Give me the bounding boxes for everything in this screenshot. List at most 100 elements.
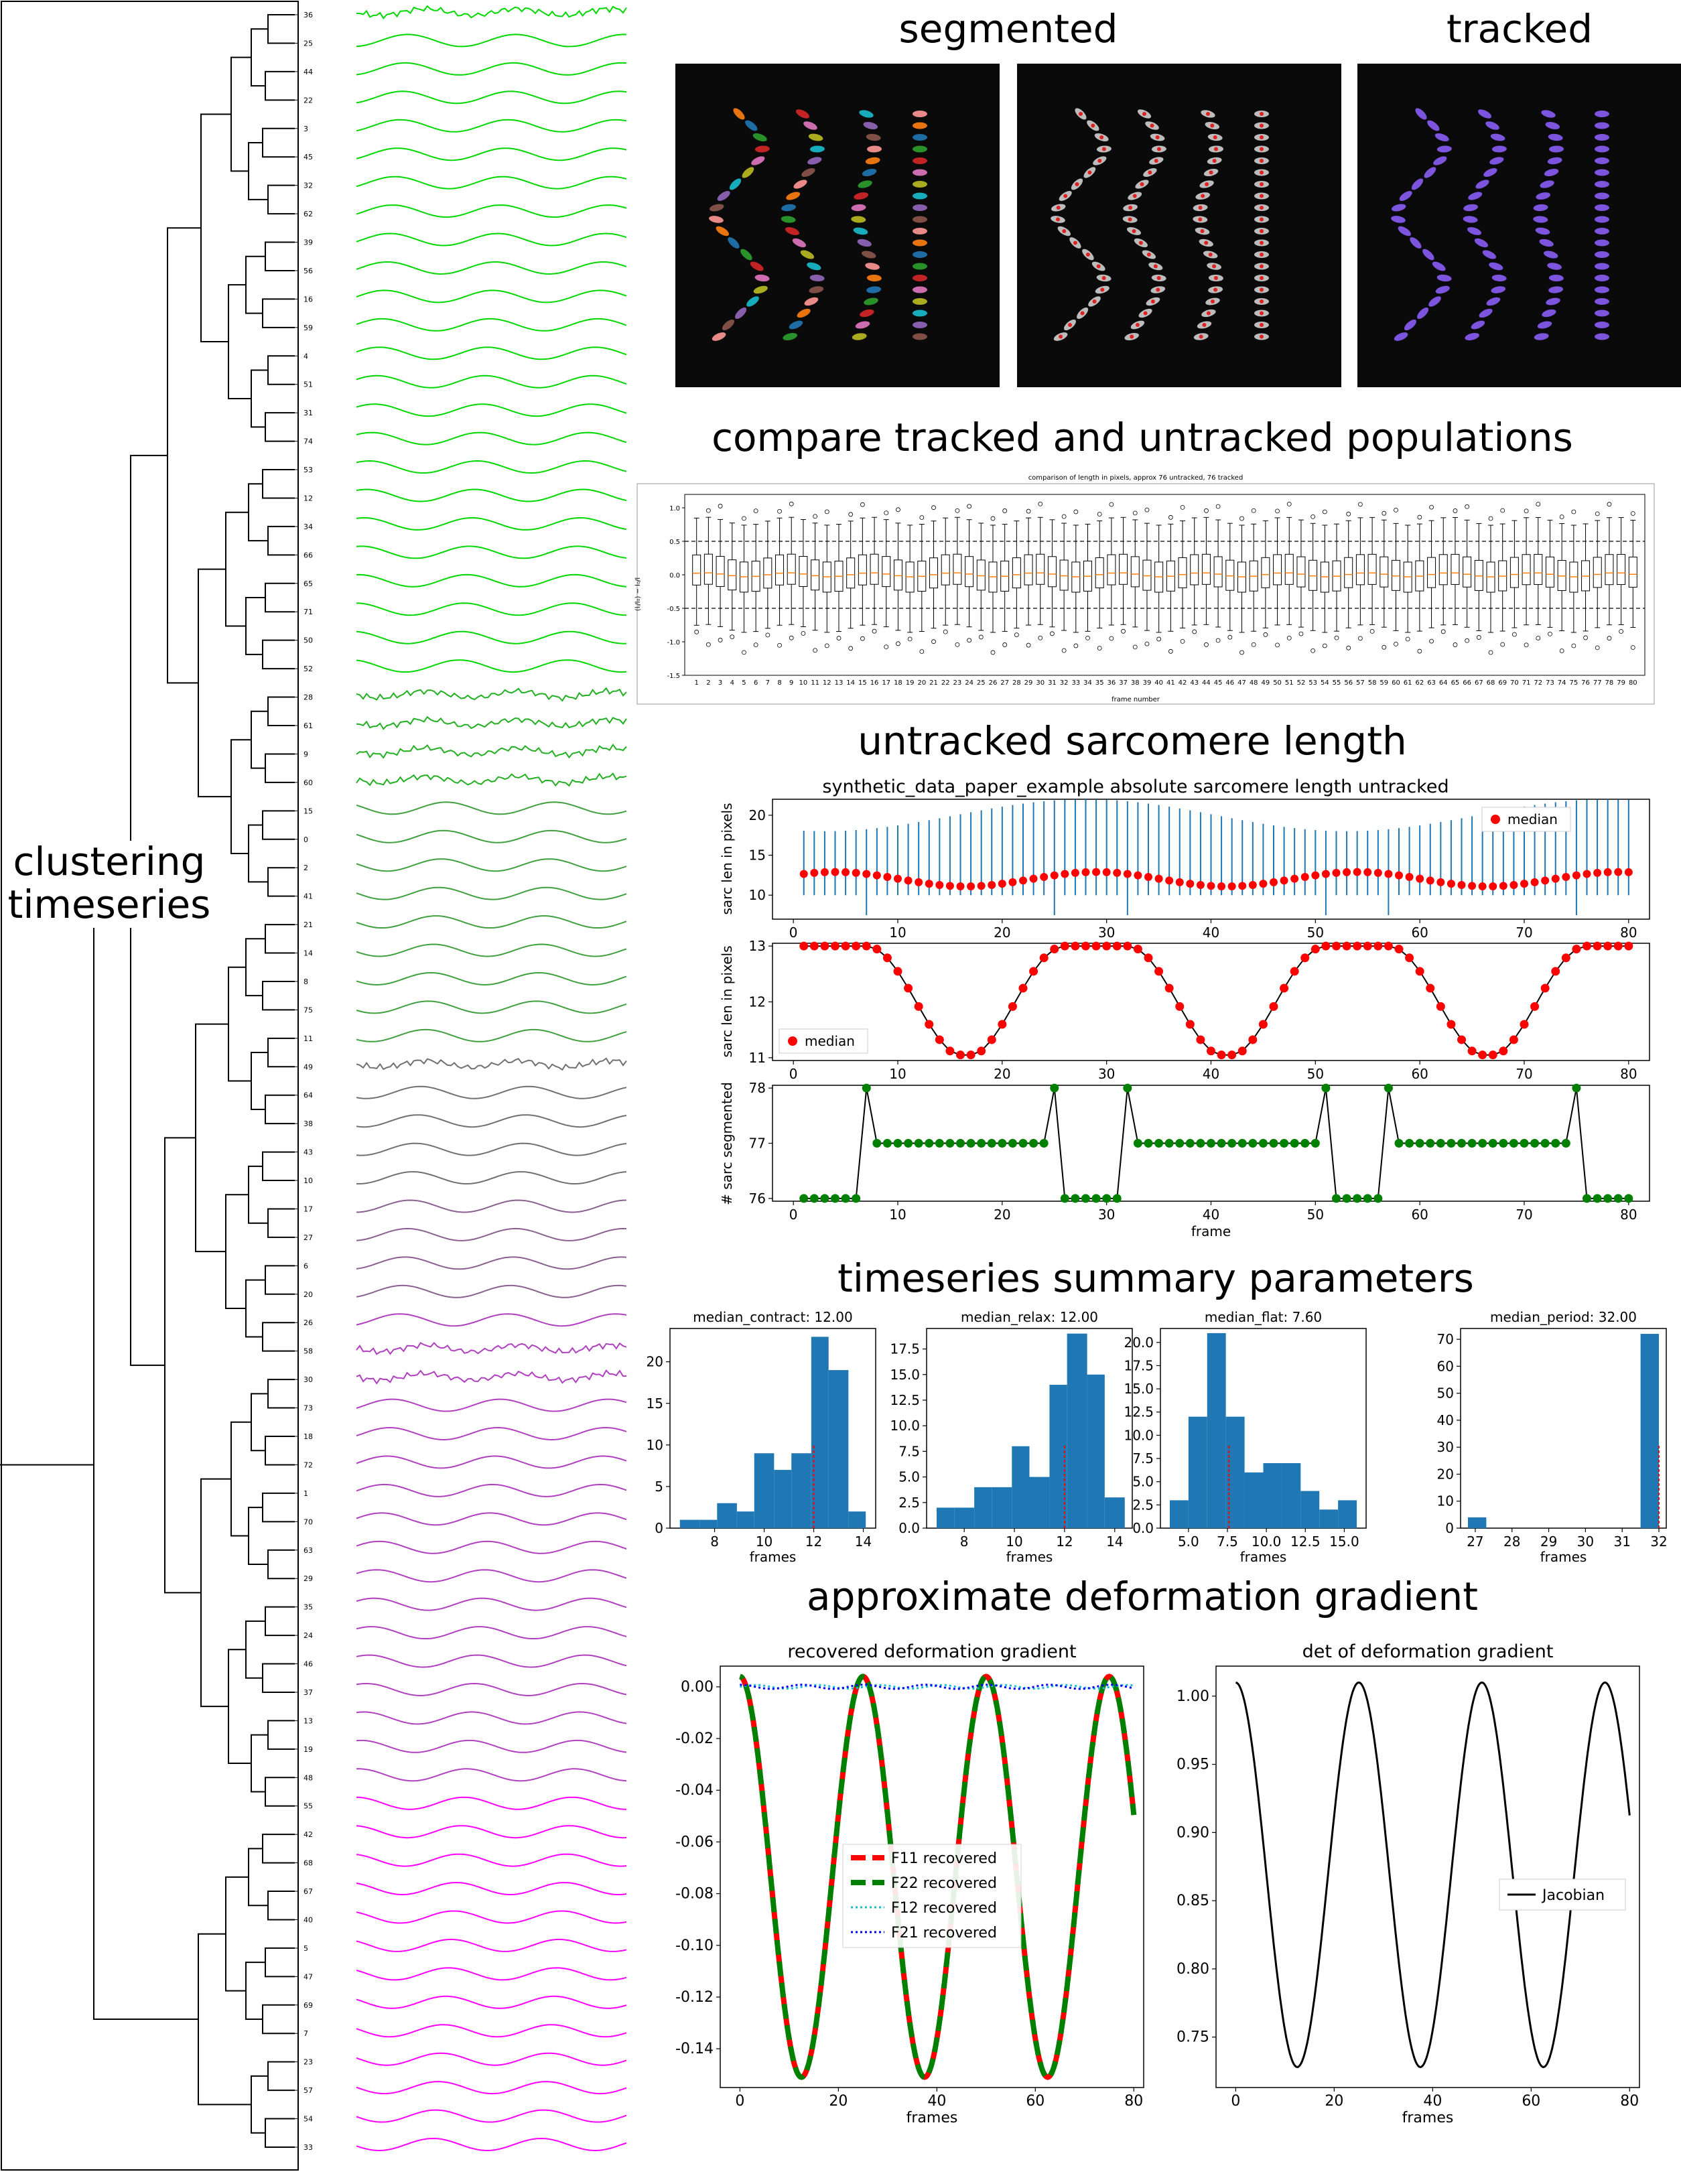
untracked-all-xtick-label: 70 [1516, 925, 1532, 941]
hist2-ytick-label: 10.0 [1124, 1427, 1154, 1443]
untracked-median-point [1322, 870, 1330, 878]
deformation-ytick-label: 0.00 [681, 1679, 714, 1696]
boxplot-xtick-label: 69 [1498, 679, 1507, 687]
dendrogram-leaf-label: 37 [304, 1688, 313, 1697]
sarcomere-center [1213, 135, 1217, 139]
untracked-median-xtick-label: 20 [994, 1066, 1010, 1082]
segmented-count-marker [1520, 1139, 1529, 1148]
dendrogram-leaf-label: 13 [304, 1716, 313, 1725]
untracked-median-point [1270, 878, 1278, 886]
untracked-median-marker [1373, 942, 1382, 951]
sarcomere-center [1068, 323, 1072, 327]
hist0-title: median_contract: 12.00 [693, 1309, 852, 1325]
untracked-median-point [1458, 881, 1466, 889]
hist0-bar [717, 1503, 737, 1528]
cluster-trace [356, 831, 626, 843]
untracked-median-point [957, 882, 965, 890]
untracked-median-point [1552, 875, 1560, 883]
deformation-ytick-label: -0.08 [675, 1886, 714, 1903]
sarcomere-center [1151, 299, 1155, 303]
sarcomere [913, 275, 927, 281]
boxplot-xtick-label: 6 [754, 679, 758, 687]
untracked-median-marker [977, 1046, 986, 1055]
untracked-median-marker [883, 953, 892, 962]
boxplot-xtick-label: 42 [1179, 679, 1187, 687]
untracked-median-marker [872, 945, 881, 953]
segmented-count-marker [1405, 1139, 1414, 1148]
untracked-all-xtick-label: 40 [1203, 925, 1219, 941]
segmented-count-marker [1227, 1139, 1236, 1148]
sarcomere-center [1102, 147, 1106, 151]
boxplot-xtick-label: 63 [1427, 679, 1436, 687]
segmented-count-marker [1572, 1084, 1581, 1093]
sarcomere-center [1204, 241, 1208, 245]
deformation-ytick-label: -0.04 [675, 1782, 714, 1799]
deformation-xtick-label: 60 [1026, 2093, 1045, 2110]
untracked-median-marker [945, 1046, 954, 1055]
untracked-median-point [1186, 880, 1194, 888]
segmented-count-marker [862, 1084, 871, 1093]
jacobian-xtick-label: 60 [1522, 2093, 1540, 2110]
boxplot-xtick-label: 4 [730, 679, 734, 687]
cluster-trace [356, 1939, 626, 1952]
hist3-ytick-label: 60 [1437, 1358, 1454, 1374]
untracked-all-xtick-label: 50 [1307, 925, 1324, 941]
dendrogram-leaf-label: 72 [304, 1460, 313, 1469]
segmented-count-marker [820, 1194, 829, 1203]
untracked-all-xtick-label: 30 [1098, 925, 1115, 941]
boxplot-figure-border [637, 484, 1654, 704]
untracked-median-point [1374, 869, 1382, 877]
deformation-xtick-label: 20 [829, 2093, 848, 2110]
untracked-median-marker [1457, 1035, 1466, 1044]
hist0-ytick-label: 0 [655, 1520, 663, 1536]
hist1-ytick-label: 15.0 [890, 1367, 920, 1383]
untracked-median-marker [1238, 1046, 1247, 1055]
boxplot-xtick-label: 37 [1119, 679, 1128, 687]
untracked-median-marker [1248, 1035, 1257, 1044]
sarcomere-center [1136, 323, 1140, 327]
jacobian-frame [1216, 1666, 1639, 2088]
untracked-median-point [988, 881, 996, 889]
cluster-trace [356, 2053, 626, 2065]
sarcomere [913, 251, 927, 258]
cluster-trace [356, 1229, 626, 1241]
sarcomere-center [1260, 312, 1264, 316]
cluster-trace [356, 347, 626, 359]
hist3-xtick-label: 28 [1503, 1533, 1520, 1550]
boxplot-xtick-label: 20 [917, 679, 926, 687]
untracked-median-marker [1572, 945, 1581, 953]
untracked-all-ytick-label: 20 [749, 807, 766, 823]
segmented-count-marker [1447, 1139, 1455, 1148]
sarcomere [1595, 111, 1609, 117]
sarcomere [913, 263, 927, 270]
untracked-median-point [1489, 882, 1497, 890]
hist2-ytick-label: 12.5 [1124, 1404, 1154, 1420]
sarcomere [1595, 251, 1609, 258]
untracked-median-point [1134, 872, 1142, 880]
sarcomere [1595, 169, 1609, 176]
sarcomere-center [1209, 253, 1213, 257]
sarcomere-center [1075, 182, 1079, 186]
untracked-median-point [800, 870, 808, 878]
segmented-count-ylabel: # sarc segmented [719, 1082, 735, 1205]
boxplot-ytick-label: -1.0 [667, 639, 680, 646]
sarcomere-center [1062, 229, 1066, 233]
cluster-trace [356, 1996, 626, 2008]
segmented-count-marker [1489, 1139, 1497, 1148]
hist3-bar [1641, 1334, 1659, 1528]
header-deformation: approximate deformation gradient [807, 1574, 1478, 1619]
cluster-trace [356, 1172, 626, 1184]
segmented-count-xtick-label: 80 [1620, 1207, 1637, 1223]
untracked-median-marker [1603, 942, 1612, 951]
boxplot-xtick-label: 44 [1202, 679, 1211, 687]
boxplot-xtick-label: 58 [1368, 679, 1377, 687]
hist1-bar [1105, 1497, 1125, 1528]
untracked-median-marker [1384, 942, 1393, 951]
untracked-median-ylabel: sarc len in pixels [719, 945, 735, 1057]
dendrogram-leaf-label: 29 [304, 1574, 313, 1583]
hist0-xlabel: frames [750, 1549, 797, 1565]
cluster-trace [356, 632, 626, 644]
sarcomere [913, 310, 927, 317]
cluster-trace [356, 1400, 626, 1412]
deformation-chart: 0 20 40 60 800.00-0.02-0.04-0.06-0.08-0.10-0… [675, 1666, 1144, 2126]
